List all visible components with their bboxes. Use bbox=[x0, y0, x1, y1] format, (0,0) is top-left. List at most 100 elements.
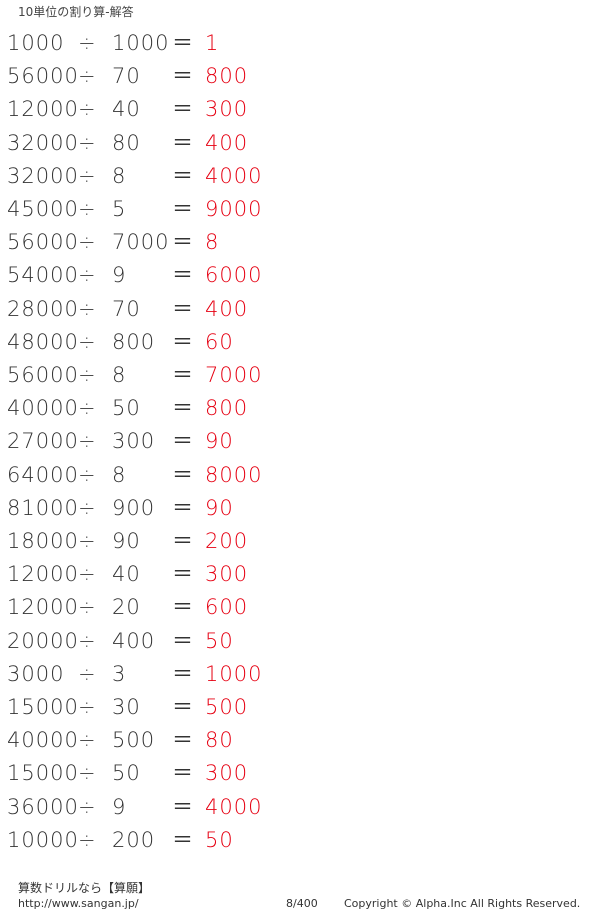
problem-row: 20000 ÷ 400 ＝ 50 bbox=[0, 628, 600, 661]
answer: 400 bbox=[205, 130, 249, 155]
divide-sign: ÷ bbox=[78, 363, 97, 387]
problem-row: 48000 ÷ 800 ＝ 60 bbox=[0, 329, 600, 362]
answer: 7000 bbox=[205, 363, 263, 387]
dividend: 18000 bbox=[7, 529, 79, 553]
problem-row: 56000 ÷ 8 ＝ 7000 bbox=[0, 362, 600, 395]
divisor: 1000 bbox=[112, 31, 170, 55]
divide-sign: ÷ bbox=[78, 728, 97, 753]
divide-sign: ÷ bbox=[78, 562, 97, 587]
problem-row: 12000 ÷ 40 ＝ 300 bbox=[0, 561, 600, 594]
problem-row: 32000 ÷ 8 ＝ 4000 bbox=[0, 163, 600, 196]
answer: 300 bbox=[205, 97, 249, 122]
divisor: 7000 bbox=[112, 230, 170, 255]
page-title: 10単位の割り算-解答 bbox=[18, 5, 134, 19]
divisor: 9 bbox=[112, 794, 127, 819]
divisor: 40 bbox=[112, 562, 141, 587]
problem-row: 64000 ÷ 8 ＝ 8000 bbox=[0, 462, 600, 495]
answer: 8 bbox=[205, 230, 220, 255]
equals-sign: ＝ bbox=[172, 429, 194, 454]
answer: 90 bbox=[205, 429, 234, 454]
problem-row: 15000 ÷ 30 ＝ 500 bbox=[0, 694, 600, 727]
divisor: 8 bbox=[112, 462, 127, 487]
answer: 500 bbox=[205, 695, 249, 719]
dividend: 12000 bbox=[7, 595, 79, 620]
dividend: 28000 bbox=[7, 296, 79, 321]
footer-brand: 算数ドリルなら【算願】 bbox=[18, 881, 151, 895]
problem-row: 12000 ÷ 40 ＝ 300 bbox=[0, 96, 600, 129]
footer-url[interactable]: http://www.sangan.jp/ bbox=[18, 897, 139, 910]
equals-sign: ＝ bbox=[172, 230, 194, 255]
dividend: 64000 bbox=[7, 462, 79, 487]
equals-sign: ＝ bbox=[172, 197, 194, 221]
divisor: 70 bbox=[112, 64, 141, 89]
dividend: 36000 bbox=[7, 794, 79, 819]
equals-sign: ＝ bbox=[172, 628, 194, 653]
problem-row: 1000 ÷ 1000 ＝ 1 bbox=[0, 30, 600, 63]
copyright: Copyright © Alpha.Inc All Rights Reserve… bbox=[344, 897, 581, 910]
divisor: 9 bbox=[112, 263, 127, 288]
divisor: 400 bbox=[112, 628, 156, 653]
equals-sign: ＝ bbox=[172, 396, 194, 421]
answer: 80 bbox=[205, 728, 234, 753]
problem-row: 18000 ÷ 90 ＝ 200 bbox=[0, 528, 600, 561]
problem-row: 81000 ÷ 900 ＝ 90 bbox=[0, 495, 600, 528]
equals-sign: ＝ bbox=[172, 329, 194, 354]
answer: 60 bbox=[205, 329, 234, 354]
answer: 4000 bbox=[205, 794, 263, 819]
divide-sign: ÷ bbox=[78, 695, 97, 719]
equals-sign: ＝ bbox=[172, 595, 194, 620]
problem-row: 36000 ÷ 9 ＝ 4000 bbox=[0, 794, 600, 827]
answer: 400 bbox=[205, 296, 249, 321]
divide-sign: ÷ bbox=[78, 31, 97, 55]
equals-sign: ＝ bbox=[172, 363, 194, 387]
equals-sign: ＝ bbox=[172, 562, 194, 587]
divisor: 900 bbox=[112, 495, 156, 520]
divide-sign: ÷ bbox=[78, 130, 97, 155]
dividend: 56000 bbox=[7, 64, 79, 89]
problem-row: 28000 ÷ 70 ＝ 400 bbox=[0, 296, 600, 329]
divisor: 5 bbox=[112, 197, 127, 221]
problem-row: 10000 ÷ 200 ＝ 50 bbox=[0, 827, 600, 860]
equals-sign: ＝ bbox=[172, 529, 194, 553]
problem-row: 40000 ÷ 500 ＝ 80 bbox=[0, 727, 600, 760]
answer: 800 bbox=[205, 64, 249, 89]
divide-sign: ÷ bbox=[78, 495, 97, 520]
divide-sign: ÷ bbox=[78, 595, 97, 620]
equals-sign: ＝ bbox=[172, 827, 194, 852]
equals-sign: ＝ bbox=[172, 64, 194, 89]
divide-sign: ÷ bbox=[78, 462, 97, 487]
problem-row: 56000 ÷ 7000 ＝ 8 bbox=[0, 229, 600, 262]
divisor: 20 bbox=[112, 595, 141, 620]
dividend: 40000 bbox=[7, 396, 79, 421]
problem-row: 3000 ÷ 3 ＝ 1000 bbox=[0, 661, 600, 694]
divide-sign: ÷ bbox=[78, 329, 97, 354]
dividend: 56000 bbox=[7, 230, 79, 255]
dividend: 54000 bbox=[7, 263, 79, 288]
equals-sign: ＝ bbox=[172, 695, 194, 719]
equals-sign: ＝ bbox=[172, 728, 194, 753]
problem-row: 32000 ÷ 80 ＝ 400 bbox=[0, 130, 600, 163]
problem-row: 27000 ÷ 300 ＝ 90 bbox=[0, 428, 600, 461]
answer: 800 bbox=[205, 396, 249, 421]
divide-sign: ÷ bbox=[78, 163, 97, 188]
answer: 8000 bbox=[205, 462, 263, 487]
equals-sign: ＝ bbox=[172, 794, 194, 819]
divide-sign: ÷ bbox=[78, 97, 97, 122]
problem-row: 54000 ÷ 9 ＝ 6000 bbox=[0, 262, 600, 295]
divisor: 90 bbox=[112, 529, 141, 553]
divisor: 40 bbox=[112, 97, 141, 122]
divide-sign: ÷ bbox=[78, 827, 97, 852]
answer: 200 bbox=[205, 529, 249, 553]
dividend: 12000 bbox=[7, 97, 79, 122]
divisor: 300 bbox=[112, 429, 156, 454]
equals-sign: ＝ bbox=[172, 263, 194, 288]
dividend: 3000 bbox=[7, 661, 65, 686]
divide-sign: ÷ bbox=[78, 794, 97, 819]
problem-row: 15000 ÷ 50 ＝ 300 bbox=[0, 760, 600, 793]
dividend: 27000 bbox=[7, 429, 79, 454]
dividend: 15000 bbox=[7, 761, 79, 786]
divide-sign: ÷ bbox=[78, 628, 97, 653]
answer: 300 bbox=[205, 562, 249, 587]
answer: 90 bbox=[205, 495, 234, 520]
dividend: 40000 bbox=[7, 728, 79, 753]
